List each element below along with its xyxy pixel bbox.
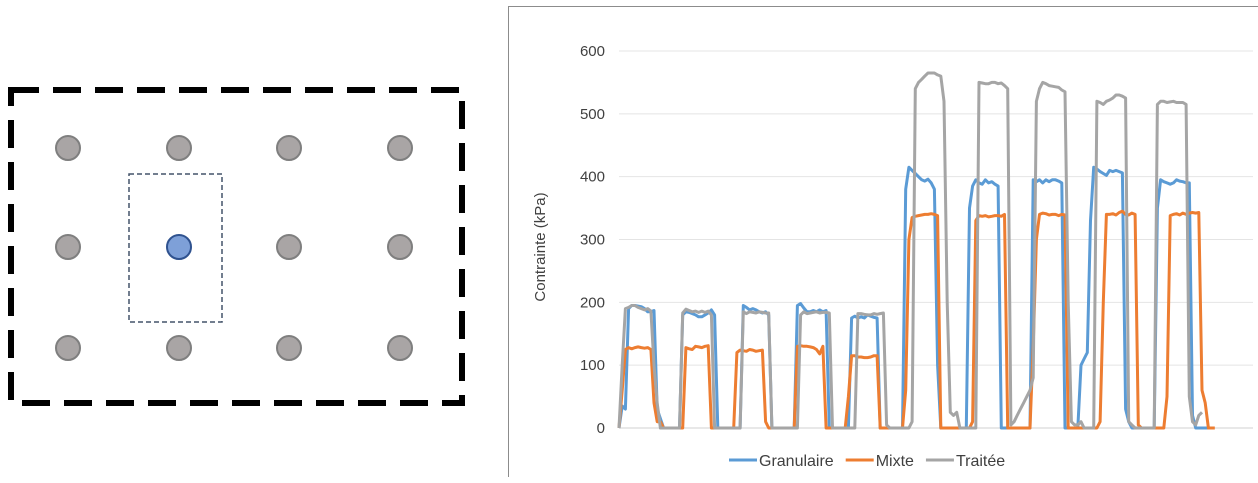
pile (166, 135, 192, 161)
pile (55, 135, 81, 161)
pile (166, 335, 192, 361)
y-tick-label: 400 (580, 169, 605, 186)
legend-label: Traitée (956, 453, 1005, 470)
y-tick-label: 500 (580, 106, 605, 123)
stress-chart: 0 100 200 300 400 500 600 Contrainte (kPa) Gra… (508, 6, 1258, 477)
pile-layout-svg (8, 87, 465, 406)
pile (276, 234, 302, 260)
pile (387, 135, 413, 161)
pile (387, 335, 413, 361)
y-tick-label: 0 (597, 420, 605, 437)
pile (387, 234, 413, 260)
pile (276, 335, 302, 361)
y-tick-label: 200 (580, 294, 605, 311)
unit-cell-boundary (128, 173, 223, 323)
pile (276, 135, 302, 161)
pile (55, 335, 81, 361)
legend: Granulaire Mixte Traitée (729, 453, 1005, 470)
y-tick-label: 100 (580, 357, 605, 374)
y-tick-label: 300 (580, 232, 605, 249)
y-tick-label: 600 (580, 43, 605, 60)
chart-svg: 0 100 200 300 400 500 600 Contrainte (kPa) Gra… (532, 43, 1253, 470)
series-line-traitee (617, 71, 1204, 430)
legend-label: Mixte (876, 453, 914, 470)
pile-layout-diagram (0, 0, 490, 477)
pile-highlighted (166, 234, 192, 260)
y-axis-label: Contrainte (kPa) (532, 192, 549, 301)
pile (55, 234, 81, 260)
legend-label: Granulaire (759, 453, 834, 470)
outer-boundary (8, 87, 465, 406)
